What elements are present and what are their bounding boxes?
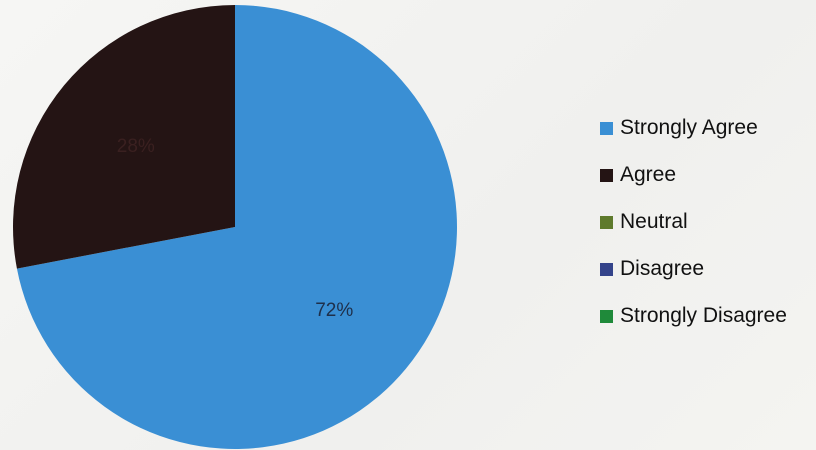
legend-item-strongly-disagree: Strongly Disagree — [600, 304, 812, 328]
legend-swatch-disagree — [600, 262, 613, 276]
legend-item-agree: Agree — [600, 163, 812, 187]
pie-label-strongly-agree: 72% — [315, 300, 353, 321]
legend: Strongly Agree Agree Neutral Disagree St… — [600, 116, 812, 351]
legend-label-disagree: Disagree — [620, 257, 705, 280]
legend-item-strongly-agree: Strongly Agree — [600, 116, 812, 140]
pie-label-agree: 28% — [117, 136, 155, 157]
legend-label-strongly-agree: Strongly Agree — [620, 116, 758, 139]
legend-swatch-agree — [600, 168, 613, 182]
legend-swatch-neutral — [600, 215, 613, 229]
legend-swatch-strongly-agree — [600, 121, 613, 135]
legend-item-disagree: Disagree — [600, 257, 812, 281]
pie-slice-agree — [12, 5, 236, 269]
legend-label-agree: Agree — [620, 163, 677, 186]
pie-labels: 72% 28% — [117, 136, 354, 321]
legend-item-neutral: Neutral — [600, 210, 812, 234]
pie-slices — [12, 5, 458, 449]
legend-label-strongly-disagree: Strongly Disagree — [620, 304, 787, 327]
legend-swatch-strongly-disagree — [600, 309, 613, 323]
legend-label-neutral: Neutral — [620, 210, 688, 233]
pie-slice-strongly-agree — [16, 5, 458, 449]
